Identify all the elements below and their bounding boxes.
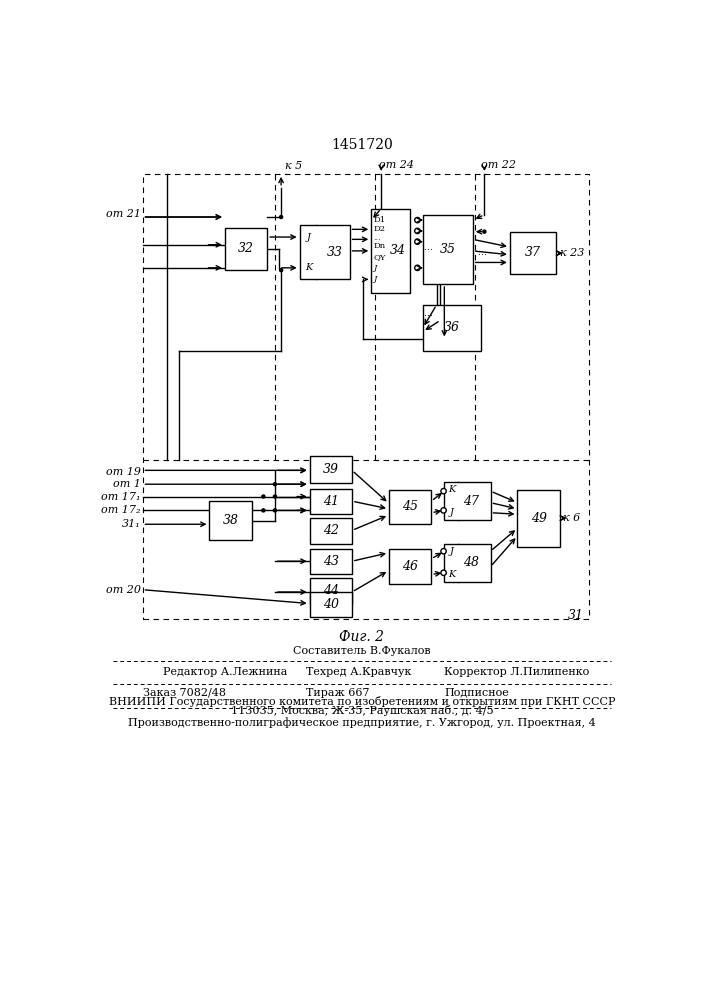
- Text: Заказ 7082/48: Заказ 7082/48: [143, 688, 226, 698]
- Text: QY: QY: [373, 253, 386, 261]
- Text: к 23: к 23: [560, 248, 584, 258]
- Circle shape: [279, 269, 283, 272]
- Bar: [310, 489, 352, 514]
- Bar: [423, 215, 473, 284]
- Circle shape: [415, 228, 420, 234]
- Text: к 6: к 6: [563, 513, 580, 523]
- Text: D2: D2: [373, 225, 385, 233]
- Text: K: K: [305, 263, 312, 272]
- Text: J: J: [307, 233, 311, 242]
- Text: K: K: [448, 485, 456, 494]
- Circle shape: [415, 217, 420, 223]
- Text: 42: 42: [323, 524, 339, 537]
- Bar: [310, 549, 352, 574]
- Text: K: K: [448, 570, 456, 579]
- Text: 48: 48: [463, 556, 479, 569]
- Circle shape: [483, 230, 486, 233]
- Text: 47: 47: [463, 495, 479, 508]
- Circle shape: [274, 483, 276, 486]
- Bar: [444, 544, 491, 582]
- Text: ...: ...: [424, 308, 433, 318]
- Text: от 17₂: от 17₂: [102, 505, 141, 515]
- Circle shape: [441, 488, 446, 494]
- Bar: [371, 209, 409, 293]
- Text: 113035, Москва, Ж-35, Раушская наб., д. 4/5: 113035, Москва, Ж-35, Раушская наб., д. …: [230, 705, 493, 716]
- Text: J: J: [450, 508, 454, 517]
- Bar: [423, 305, 481, 351]
- Circle shape: [441, 570, 446, 575]
- Text: 43: 43: [323, 555, 339, 568]
- Text: 1451720: 1451720: [331, 138, 393, 152]
- Circle shape: [441, 549, 446, 554]
- Text: Составитель В.Фукалов: Составитель В.Фукалов: [293, 646, 431, 656]
- Text: Подписное: Подписное: [444, 688, 509, 698]
- Text: от 17₁: от 17₁: [102, 492, 141, 502]
- Text: Dn: Dn: [373, 242, 385, 250]
- Text: Техред А.Кравчук: Техред А.Кравчук: [305, 667, 411, 677]
- Bar: [310, 518, 352, 544]
- Text: от 1: от 1: [113, 479, 141, 489]
- Text: 33: 33: [327, 246, 343, 259]
- Bar: [310, 456, 352, 483]
- Bar: [444, 482, 491, 520]
- Text: 31: 31: [568, 609, 584, 622]
- Text: 49: 49: [531, 512, 547, 525]
- Text: 44: 44: [323, 584, 339, 597]
- Text: J: J: [373, 264, 377, 272]
- Text: от 22: от 22: [481, 160, 516, 170]
- Text: 45: 45: [402, 500, 418, 513]
- Text: 34: 34: [390, 244, 406, 257]
- Bar: [300, 225, 350, 279]
- Text: 40: 40: [323, 598, 339, 611]
- Text: ...: ...: [423, 242, 433, 252]
- Text: от 21: от 21: [106, 209, 141, 219]
- Text: ВНИИПИ Государственного комитета по изобретениям и открытиям при ГКНТ СССР: ВНИИПИ Государственного комитета по изоб…: [109, 696, 615, 707]
- Bar: [389, 549, 431, 584]
- Text: 41: 41: [323, 495, 339, 508]
- Bar: [518, 490, 560, 547]
- Text: D1: D1: [373, 216, 385, 224]
- Text: к 5: к 5: [285, 161, 302, 171]
- Circle shape: [279, 215, 283, 219]
- Text: 46: 46: [402, 560, 418, 573]
- Bar: [389, 490, 431, 524]
- Text: Производственно-полиграфическое предприятие, г. Ужгород, ул. Проектная, 4: Производственно-полиграфическое предприя…: [128, 717, 596, 728]
- Text: ...: ...: [479, 247, 487, 257]
- Text: 39: 39: [323, 463, 339, 476]
- Text: J: J: [450, 547, 454, 556]
- Text: Корректор Л.Пилипенко: Корректор Л.Пилипенко: [444, 667, 590, 677]
- Text: 31₁: 31₁: [122, 519, 141, 529]
- Circle shape: [274, 495, 276, 498]
- Circle shape: [441, 508, 446, 513]
- Bar: [510, 232, 556, 274]
- Circle shape: [262, 495, 265, 498]
- Text: 38: 38: [223, 514, 239, 527]
- Circle shape: [262, 509, 265, 512]
- Text: от 20: от 20: [106, 585, 141, 595]
- Text: Редактор А.Лежнина: Редактор А.Лежнина: [163, 667, 288, 677]
- Circle shape: [415, 265, 420, 271]
- Text: от 24: от 24: [379, 160, 414, 170]
- Text: Фиг. 2: Фиг. 2: [339, 630, 385, 644]
- Text: ...: ...: [373, 233, 381, 242]
- Text: 35: 35: [440, 243, 456, 256]
- Text: 37: 37: [525, 246, 541, 259]
- Bar: [209, 501, 252, 540]
- Circle shape: [274, 509, 276, 512]
- Text: 36: 36: [444, 321, 460, 334]
- Text: Тираж 667: Тираж 667: [305, 688, 369, 698]
- Bar: [310, 592, 352, 617]
- Circle shape: [415, 239, 420, 244]
- Text: 32: 32: [238, 242, 254, 255]
- Text: J: J: [373, 275, 377, 283]
- Bar: [225, 228, 267, 270]
- Bar: [310, 578, 352, 604]
- Text: от 19: от 19: [106, 467, 141, 477]
